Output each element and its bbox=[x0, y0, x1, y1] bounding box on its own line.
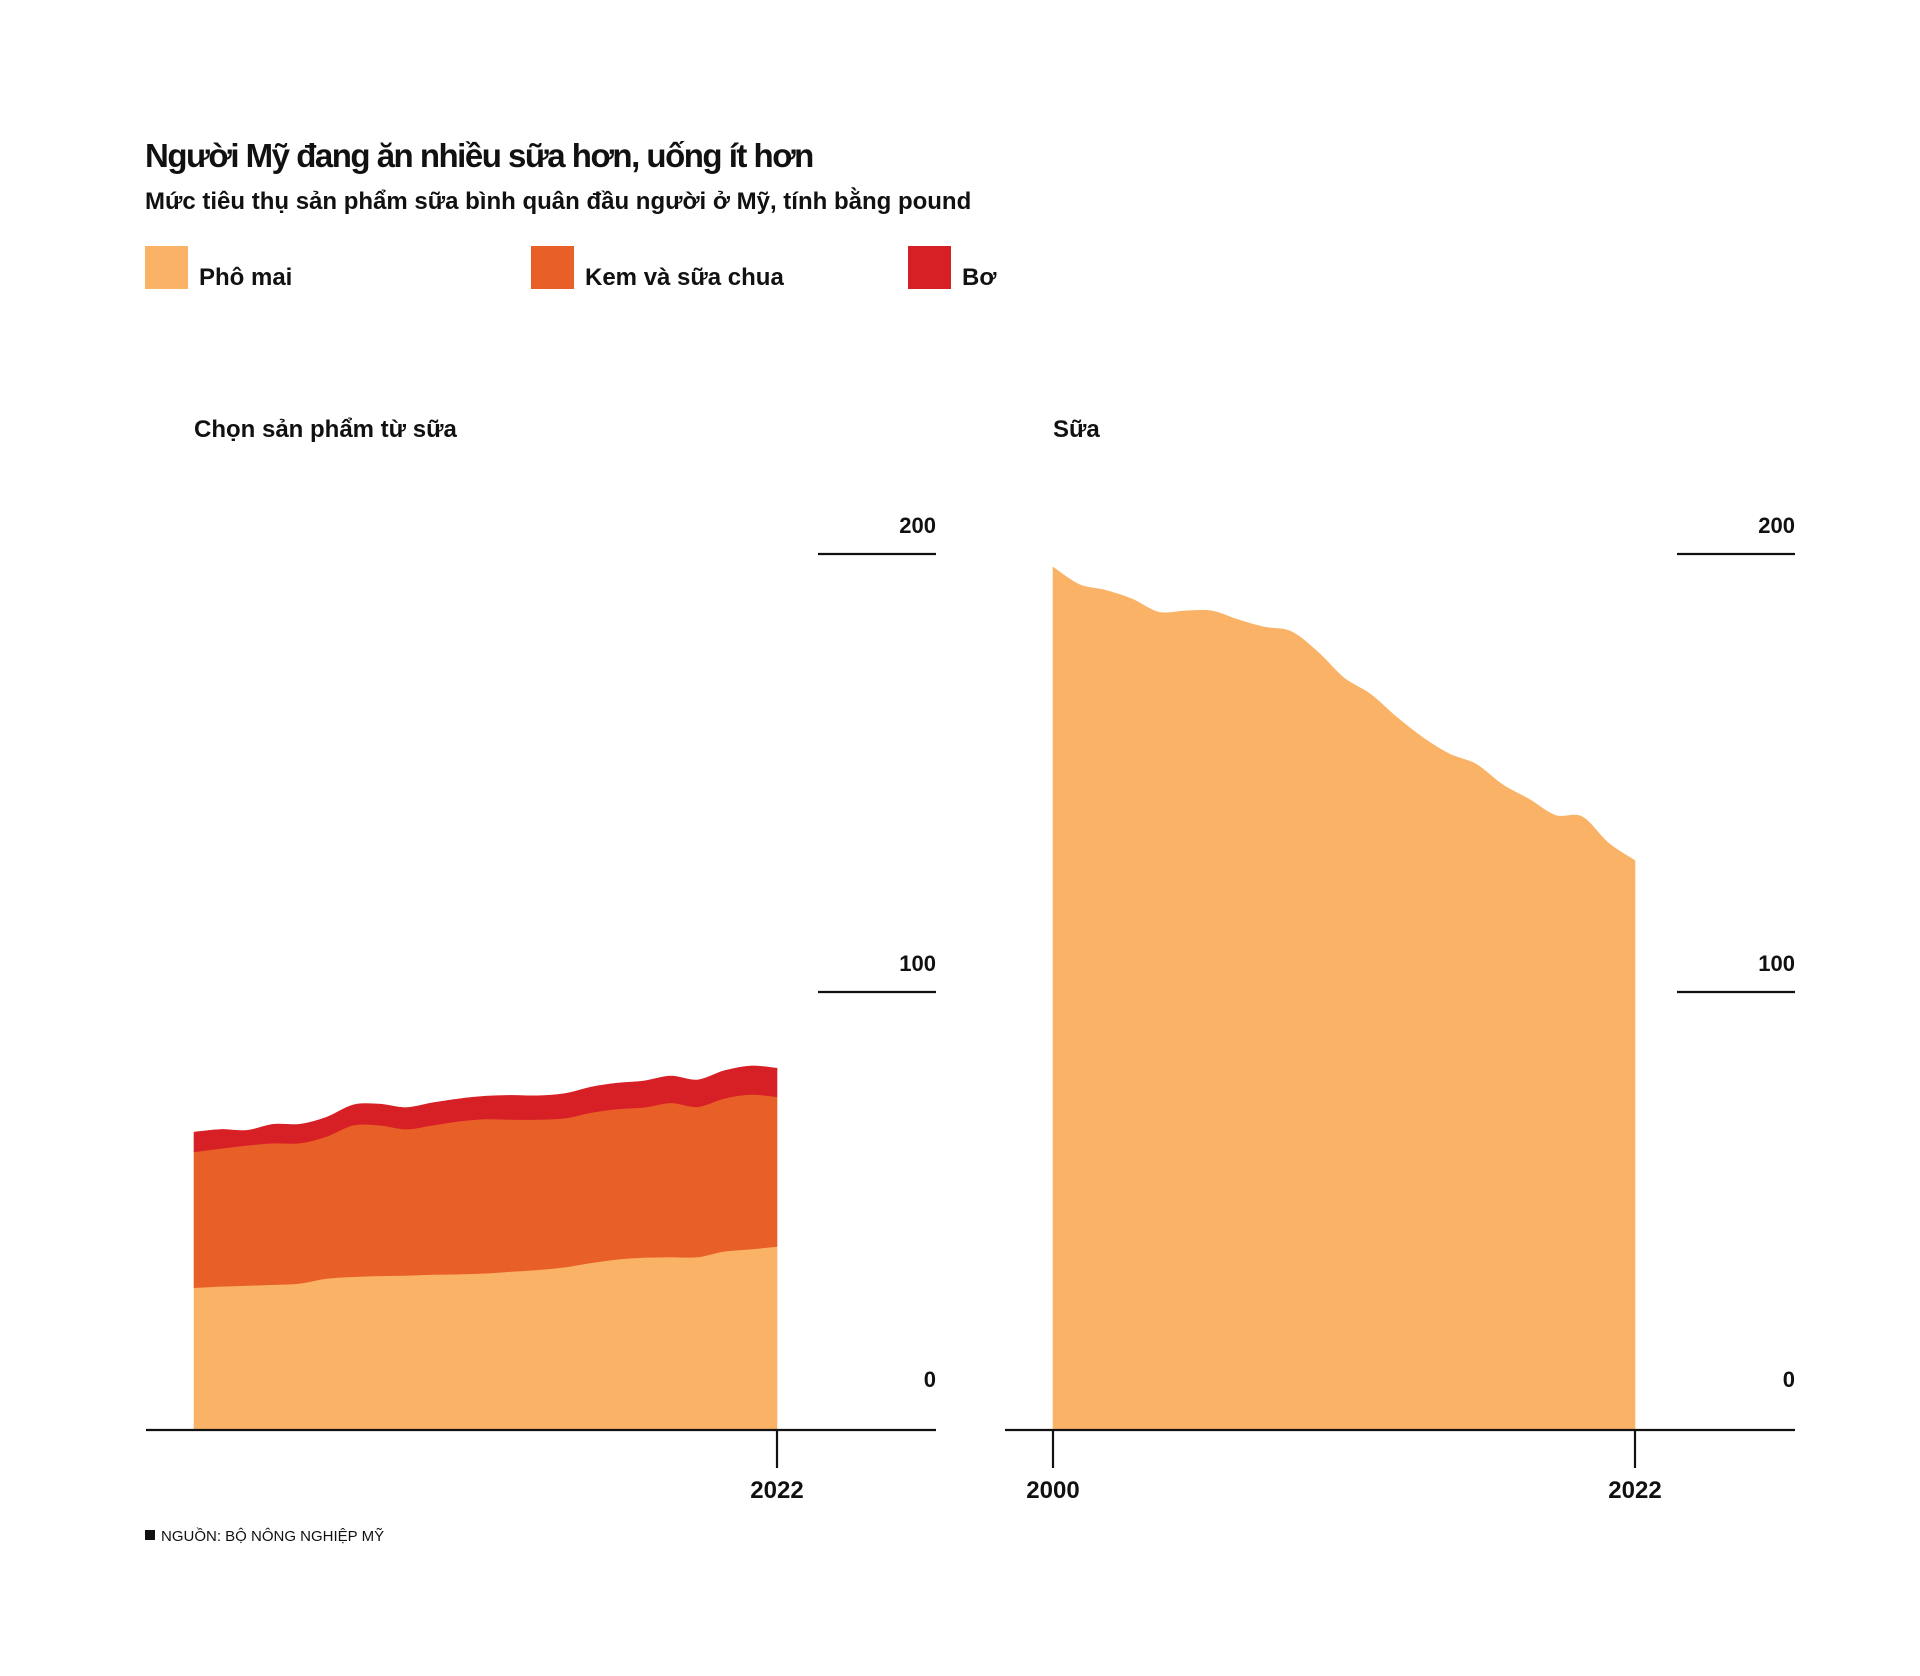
chart2-x-tick-label-2022: 2022 bbox=[1608, 1477, 1661, 1504]
source-note: NGUỒN: BỘ NÔNG NGHIỆP MỸ bbox=[145, 1527, 384, 1547]
chart2-area-sua bbox=[1052, 566, 1636, 1431]
chart2-y-tick-label-200: 200 bbox=[1758, 513, 1795, 538]
chart-title: Người Mỹ đang ăn nhiều sữa hơn, uống ít … bbox=[145, 137, 814, 174]
legend-label-pho-mai: Phô mai bbox=[199, 264, 293, 291]
chart1-y-tick-label-0: 0 bbox=[924, 1367, 936, 1392]
chart2-y-tick-label-0: 0 bbox=[1783, 1367, 1795, 1392]
legend-label-bo: Bơ bbox=[962, 264, 997, 291]
source-text: NGUỒN: BỘ NÔNG NGHIỆP MỸ bbox=[161, 1528, 385, 1545]
legend-swatch-kem-va-sua-chua bbox=[531, 246, 574, 289]
chart1-title: Chọn sản phẩm từ sữa bbox=[194, 416, 457, 443]
legend-label-kem-va-sua-chua: Kem và sữa chua bbox=[585, 264, 784, 291]
chart1-x-tick-label-2022: 2022 bbox=[750, 1477, 803, 1504]
chart2-y-tick-label-100: 100 bbox=[1758, 951, 1795, 976]
legend-swatch-bo bbox=[908, 246, 951, 289]
chart2-x-tick-label-2000: 2000 bbox=[1026, 1477, 1079, 1504]
chart1-area-bo bbox=[193, 1065, 778, 1153]
chart1-y-tick-label-100: 100 bbox=[899, 951, 936, 976]
chart-subtitle: Mức tiêu thụ sản phẩm sữa bình quân đầu … bbox=[145, 188, 972, 215]
chart1-y-tick-label-200: 200 bbox=[899, 513, 936, 538]
source-square-icon bbox=[145, 1530, 155, 1540]
legend-swatch-pho-mai bbox=[145, 246, 188, 289]
chart2-title: Sữa bbox=[1053, 416, 1100, 443]
